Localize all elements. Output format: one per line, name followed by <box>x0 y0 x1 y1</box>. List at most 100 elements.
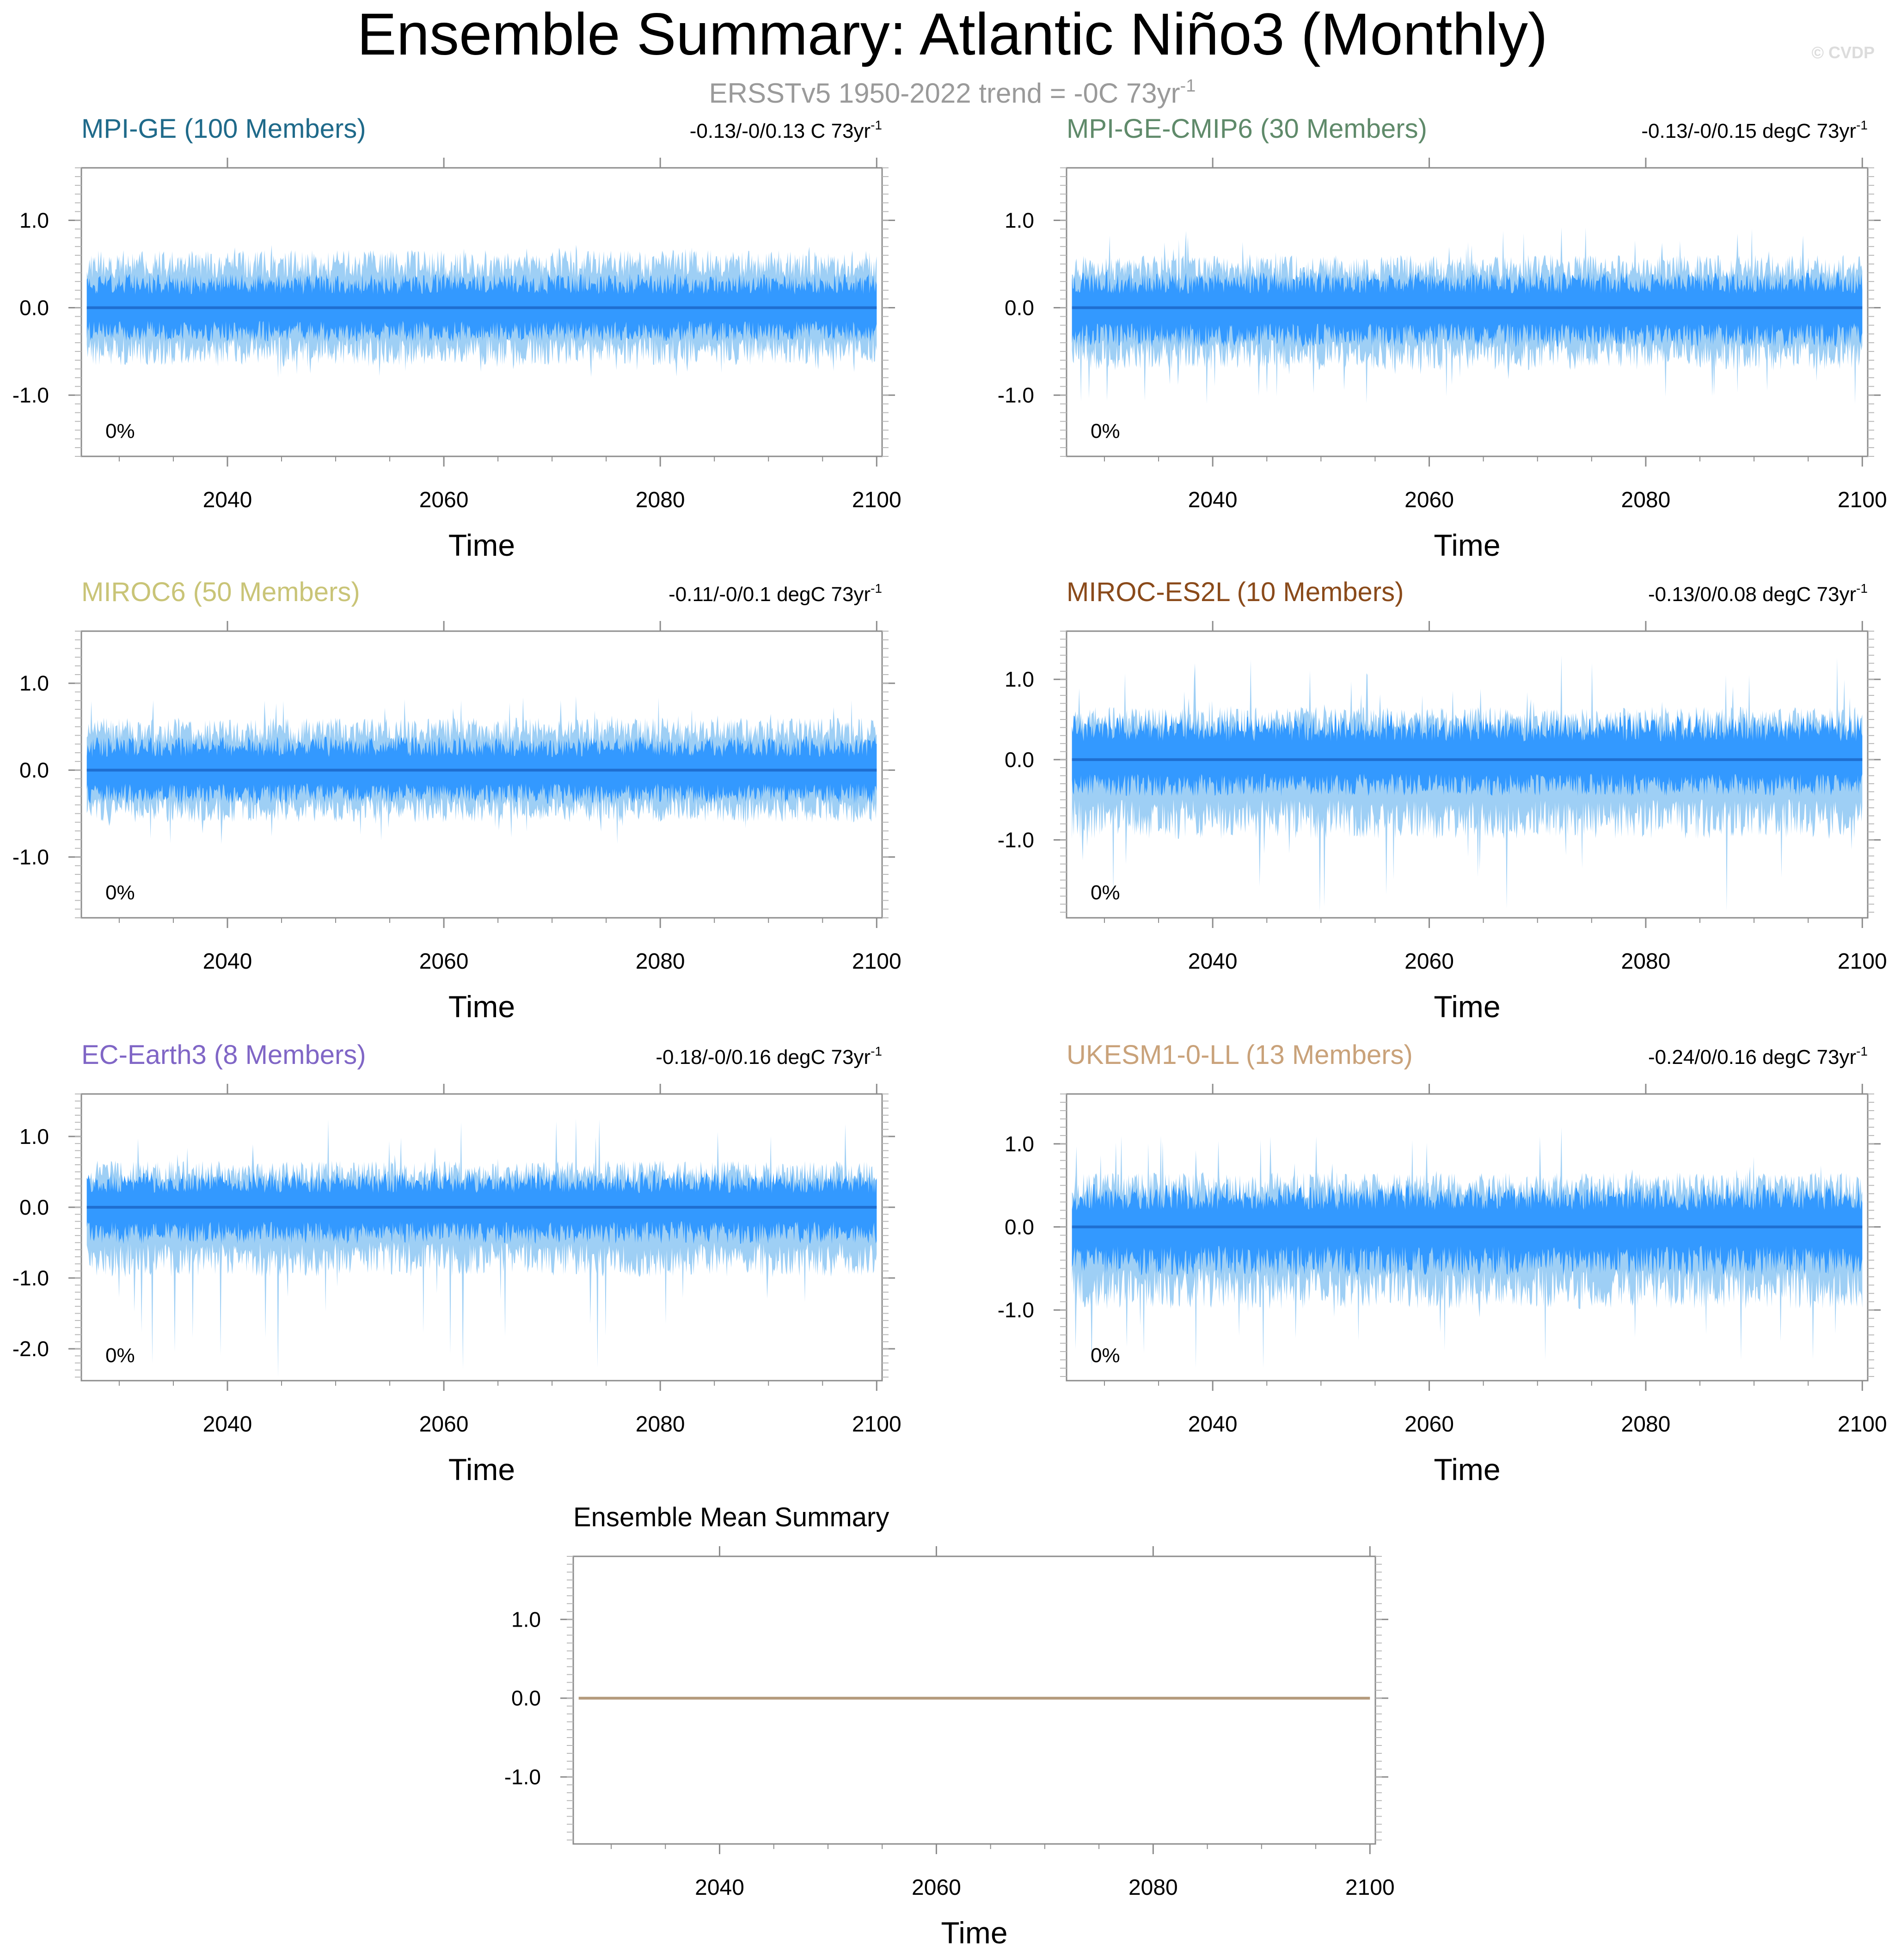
y-tick-label: -1.0 <box>998 1298 1034 1322</box>
chart-panel: MPI-GE (100 Members) -0.13/-0/0.13 C 73yr… <box>12 114 901 562</box>
percent-label: 0% <box>105 1344 135 1367</box>
y-tick-label: 0.0 <box>1005 1215 1034 1239</box>
trend-superscript: -1 <box>871 118 882 132</box>
y-tick-label: -1.0 <box>998 383 1034 407</box>
envelope-band <box>86 1118 877 1377</box>
x-tick-label: 2040 <box>203 488 252 512</box>
data-layer <box>86 245 877 378</box>
data-layer <box>86 1118 877 1377</box>
data-layer <box>86 696 877 844</box>
figure-subtitle-sup: -1 <box>1180 76 1196 96</box>
panel-title: Ensemble Mean Summary <box>573 1502 889 1532</box>
trend-superscript: -1 <box>1856 118 1868 132</box>
trend-label: -0.24/0/0.16 degC 73yr-1 <box>1648 1044 1868 1069</box>
y-tick-label: 1.0 <box>1005 208 1034 232</box>
x-tick-label: 2040 <box>203 1412 252 1437</box>
x-axis-title: Time <box>941 1916 1007 1950</box>
plot-frame <box>572 1555 1376 1845</box>
chart-panel: Ensemble Mean Summary 2040 2060 2080 2100 1.0… <box>504 1502 1395 1950</box>
trend-label: -0.13/-0/0.13 C 73yr-1 <box>690 118 882 142</box>
chart-panel: MIROC6 (50 Members) -0.11/-0/0.1 degC 73y… <box>12 577 901 1024</box>
trend-label: -0.11/-0/0.1 degC 73yr-1 <box>668 581 882 606</box>
y-tick-label: 1.0 <box>19 1124 49 1149</box>
percent-label: 0% <box>1091 420 1120 442</box>
x-axis-title: Time <box>1434 1452 1500 1487</box>
y-tick-label: 1.0 <box>19 208 49 232</box>
panel-title: MPI-GE-CMIP6 (30 Members) <box>1067 114 1427 144</box>
y-tick-label: 1.0 <box>1005 667 1034 691</box>
percent-label: 0% <box>105 420 135 442</box>
x-axis-title: Time <box>448 1452 515 1487</box>
plot-frame <box>1066 167 1869 457</box>
x-tick-label: 2100 <box>852 949 901 974</box>
plot-frame <box>80 167 883 457</box>
y-tick-label: 0.0 <box>511 1686 541 1710</box>
plot-frame <box>1066 630 1869 919</box>
trend-label: -0.13/0/0.08 degC 73yr-1 <box>1648 581 1868 606</box>
panel-title: MPI-GE (100 Members) <box>81 114 366 144</box>
plot-frame <box>80 630 883 919</box>
trend-text: -0.13/0/0.08 degC 73yr <box>1648 583 1856 606</box>
x-tick-label: 2100 <box>1838 949 1887 974</box>
trend-superscript: -1 <box>1856 581 1868 596</box>
x-tick-label: 2080 <box>636 488 685 512</box>
percent-label: 0% <box>1091 1344 1120 1367</box>
x-tick-label: 2100 <box>1838 1412 1887 1437</box>
x-tick-label: 2060 <box>419 949 469 974</box>
trend-superscript: -1 <box>871 581 882 596</box>
y-tick-label: -2.0 <box>12 1337 49 1361</box>
x-tick-label: 2100 <box>1838 488 1887 512</box>
percentile-band <box>1072 713 1863 796</box>
y-tick-label: 0.0 <box>1005 748 1034 772</box>
chart-panels: MPI-GE (100 Members) -0.13/-0/0.13 C 73yr… <box>12 114 1887 1950</box>
y-tick-label: -1.0 <box>12 845 49 869</box>
y-tick-label: 0.0 <box>1005 296 1034 320</box>
y-tick-label: -1.0 <box>998 828 1034 852</box>
x-axis-title: Time <box>1434 528 1500 562</box>
x-tick-label: 2080 <box>1621 949 1671 974</box>
x-tick-label: 2060 <box>1404 1412 1454 1437</box>
plot-frame <box>80 1093 883 1382</box>
x-tick-label: 2080 <box>1621 488 1671 512</box>
trend-text: -0.18/-0/0.16 degC 73yr <box>656 1046 871 1069</box>
trend-text: -0.11/-0/0.1 degC 73yr <box>668 583 871 606</box>
percent-label: 0% <box>105 881 135 904</box>
plot-frame <box>1066 1093 1869 1382</box>
percentile-band <box>1072 271 1863 348</box>
x-tick-label: 2060 <box>1404 488 1454 512</box>
data-layer <box>1072 227 1863 404</box>
trend-superscript: -1 <box>1856 1044 1868 1058</box>
panel-title: EC-Earth3 (8 Members) <box>81 1040 366 1070</box>
trend-text: -0.13/-0/0.15 degC 73yr <box>1641 120 1856 142</box>
y-tick-label: 1.0 <box>1005 1132 1034 1156</box>
panel-title: UKESM1-0-LL (13 Members) <box>1067 1040 1413 1070</box>
x-tick-label: 2080 <box>1128 1875 1178 1900</box>
data-layer <box>1072 655 1863 912</box>
x-tick-label: 2060 <box>419 488 469 512</box>
panel-title: MIROC6 (50 Members) <box>81 577 360 607</box>
y-tick-label: 1.0 <box>19 671 49 695</box>
x-tick-label: 2040 <box>1188 949 1238 974</box>
x-tick-label: 2040 <box>1188 1412 1238 1437</box>
y-tick-label: -1.0 <box>504 1765 541 1789</box>
y-tick-label: 0.0 <box>19 1195 49 1219</box>
x-tick-label: 2060 <box>419 1412 469 1437</box>
chart-panel: MIROC-ES2L (10 Members) -0.13/0/0.08 degC… <box>998 577 1887 1024</box>
x-tick-label: 2040 <box>203 949 252 974</box>
y-tick-label: 0.0 <box>19 758 49 782</box>
trend-label: -0.13/-0/0.15 degC 73yr-1 <box>1641 118 1868 142</box>
trend-superscript: -1 <box>871 1044 882 1058</box>
figure-subtitle: ERSSTv5 1950-2022 trend = -0C 73yr-1 <box>709 76 1196 109</box>
x-tick-label: 2080 <box>1621 1412 1671 1437</box>
chart-panel: MPI-GE-CMIP6 (30 Members) -0.13/-0/0.15 d… <box>998 114 1887 562</box>
x-tick-label: 2080 <box>636 949 685 974</box>
x-tick-label: 2100 <box>1345 1875 1395 1900</box>
x-tick-label: 2100 <box>852 1412 901 1437</box>
y-tick-label: -1.0 <box>12 383 49 407</box>
x-axis-title: Time <box>448 989 515 1024</box>
percent-label: 0% <box>1091 881 1120 904</box>
watermark: © CVDP <box>1811 43 1875 62</box>
chart-panel: UKESM1-0-LL (13 Members) -0.24/0/0.16 deg… <box>998 1040 1887 1487</box>
trend-text: -0.24/0/0.16 degC 73yr <box>1648 1046 1856 1069</box>
x-axis-title: Time <box>448 528 515 562</box>
